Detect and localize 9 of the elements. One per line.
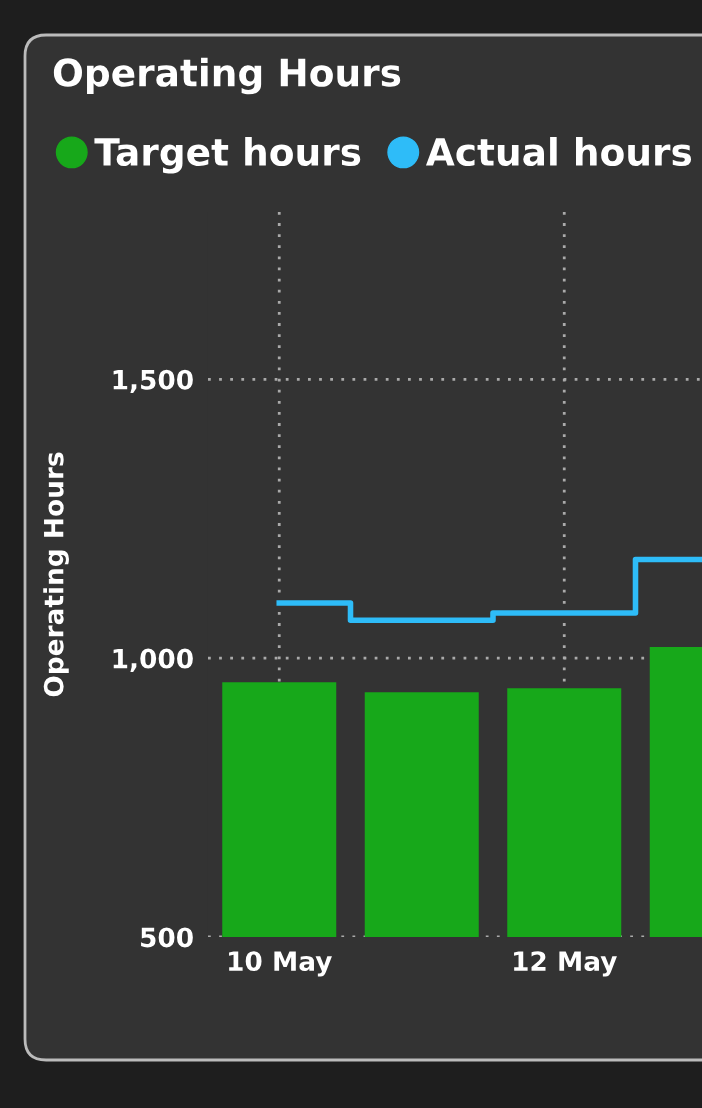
y-tick-label: 1,500 <box>113 369 193 394</box>
x-tick-label: 10 May <box>229 951 332 977</box>
x-tick-label: 12 May <box>514 951 617 977</box>
legend-label: Actual hours <box>425 137 692 167</box>
legend-label: Target hours <box>94 137 361 174</box>
y-axis-title: Operating Hours <box>43 452 69 697</box>
y-tick-label: 1,000 <box>113 648 193 672</box>
chart-title: Operating Hours <box>53 57 401 95</box>
y-tick-label: 500 <box>141 927 193 948</box>
